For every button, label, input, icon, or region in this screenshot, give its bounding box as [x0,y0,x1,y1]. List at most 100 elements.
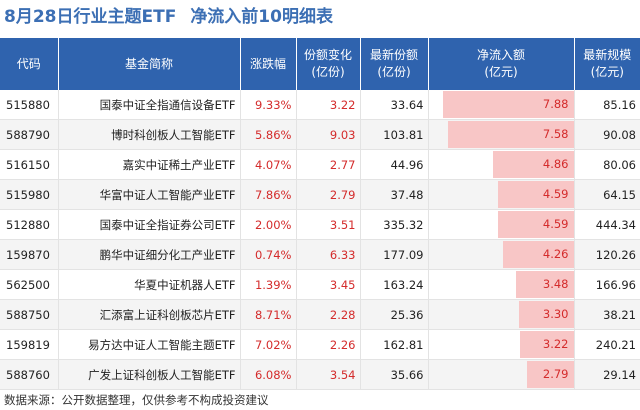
fund-code-cell: 515880 [0,90,59,120]
share-change-cell: 2.79 [296,179,361,210]
change-pct-cell: 1.39% [240,269,297,300]
net-inflow-cell: 4.59 [428,209,575,240]
change-pct-cell: 0.74% [240,239,297,270]
net-inflow-cell: 4.59 [428,179,575,210]
net-inflow-cell: 4.86 [428,149,575,180]
latest-shares-cell: 335.32 [360,209,429,240]
latest-shares-cell: 163.24 [360,269,429,300]
share-change-cell: 6.33 [296,239,361,270]
title-subject-part: 净流入前10明细表 [190,7,333,27]
latest-scale-cell: 64.15 [574,179,640,210]
share-change-cell: 3.54 [296,359,361,390]
net-inflow-cell: 2.79 [428,359,575,390]
net-inflow-value: 3.22 [542,337,569,351]
latest-shares-cell: 35.66 [360,359,429,390]
change-pct-cell: 4.07% [240,149,297,180]
table-row[interactable]: 515980 华富中证人工智能产业ETF 7.86% 2.79 37.48 4.59 64.… [0,179,640,210]
fund-name-cell: 嘉实中证稀土产业ETF [58,149,241,180]
fund-code-cell: 588750 [0,299,59,330]
fund-name-cell: 华夏中证机器人ETF [58,269,241,300]
title-date-part: 8月28日行业主题ETF [4,7,177,27]
latest-scale-cell: 120.26 [574,239,640,270]
fund-name-cell: 国泰中证全指通信设备ETF [58,90,241,120]
table-row[interactable]: 159870 鹏华中证细分化工产业ETF 0.74% 6.33 177.09 4.26 12… [0,239,640,270]
share-change-cell: 2.26 [296,329,361,360]
table-row[interactable]: 516150 嘉实中证稀土产业ETF 4.07% 2.77 44.96 4.86 80.06 [0,149,640,180]
net-inflow-cell: 7.58 [428,119,575,150]
fund-name-cell: 汇添富上证科创板芯片ETF [58,299,241,330]
header-fund-name[interactable]: 基金简称 [58,38,241,90]
fund-name-cell: 广发上证科创板人工智能ETF [58,359,241,390]
net-inflow-bar [520,331,573,358]
share-change-cell: 3.22 [296,90,361,120]
change-pct-cell: 7.02% [240,329,297,360]
latest-shares-cell: 25.36 [360,299,429,330]
change-pct-cell: 2.00% [240,209,297,240]
latest-scale-cell: 444.34 [574,209,640,240]
net-inflow-value: 4.59 [542,187,569,201]
change-pct-cell: 9.33% [240,90,297,120]
header-change-pct[interactable]: 涨跌幅 [240,38,297,90]
net-inflow-value: 4.86 [542,157,569,171]
net-inflow-cell: 3.48 [428,269,575,300]
fund-name-cell: 鹏华中证细分化工产业ETF [58,239,241,270]
fund-code-cell: 588760 [0,359,59,390]
latest-scale-cell: 240.21 [574,329,640,360]
change-pct-cell: 8.71% [240,299,297,330]
table-row[interactable]: 515880 国泰中证全指通信设备ETF 9.33% 3.22 33.64 7.88 85.… [0,90,640,120]
fund-code-cell: 159870 [0,239,59,270]
latest-shares-cell: 162.81 [360,329,429,360]
net-inflow-cell: 4.26 [428,239,575,270]
net-inflow-bar [497,181,573,208]
share-change-cell: 9.03 [296,119,361,150]
table-row[interactable]: 512880 国泰中证全指证券公司ETF 2.00% 3.51 335.32 4.59 44… [0,209,640,240]
header-latest-shares[interactable]: 最新份额 (亿份) [360,38,429,90]
net-inflow-value: 4.59 [542,217,569,231]
net-inflow-bar [527,361,573,388]
net-inflow-value: 7.58 [542,127,569,141]
table-row[interactable]: 588760 广发上证科创板人工智能ETF 6.08% 3.54 35.66 2.79 29… [0,359,640,390]
net-inflow-bar [443,91,573,118]
fund-name-cell: 华富中证人工智能产业ETF [58,179,241,210]
fund-code-cell: 159819 [0,329,59,360]
table-row[interactable]: 562500 华夏中证机器人ETF 1.39% 3.45 163.24 3.48 166.9… [0,269,640,300]
table-row[interactable]: 588790 博时科创板人工智能ETF 5.86% 9.03 103.81 7.58 90.… [0,119,640,150]
net-inflow-bar [447,121,573,148]
latest-scale-cell: 85.16 [574,90,640,120]
header-code[interactable]: 代码 [0,38,59,90]
latest-shares-cell: 37.48 [360,179,429,210]
fund-code-cell: 512880 [0,209,59,240]
table-header-row: 代码 基金简称 涨跌幅 份额变化 (亿份) 最新份额 (亿份) 净流入额 (亿元) 最… [0,38,640,90]
etf-inflow-table: 代码 基金简称 涨跌幅 份额变化 (亿份) 最新份额 (亿份) 净流入额 (亿元) 最… [0,38,640,390]
change-pct-cell: 5.86% [240,119,297,150]
table-row[interactable]: 588750 汇添富上证科创板芯片ETF 8.71% 2.28 25.36 3.30 38.… [0,299,640,330]
net-inflow-value: 3.30 [542,307,569,321]
latest-scale-cell: 38.21 [574,299,640,330]
change-pct-cell: 7.86% [240,179,297,210]
fund-code-cell: 562500 [0,269,59,300]
net-inflow-bar [518,301,573,328]
fund-code-cell: 515980 [0,179,59,210]
net-inflow-cell: 3.30 [428,299,575,330]
table-row[interactable]: 159819 易方达中证人工智能主题ETF 7.02% 2.26 162.81 3.22 2… [0,329,640,360]
net-inflow-value: 3.48 [542,277,569,291]
net-inflow-value: 2.79 [542,367,569,381]
share-change-cell: 3.45 [296,269,361,300]
share-change-cell: 3.51 [296,209,361,240]
header-latest-scale[interactable]: 最新规模 (亿元) [574,38,640,90]
latest-scale-cell: 29.14 [574,359,640,390]
share-change-cell: 2.28 [296,299,361,330]
latest-shares-cell: 33.64 [360,90,429,120]
net-inflow-cell: 7.88 [428,90,575,120]
net-inflow-bar [502,241,573,268]
share-change-cell: 2.77 [296,149,361,180]
fund-name-cell: 博时科创板人工智能ETF [58,119,241,150]
header-net-inflow[interactable]: 净流入额 (亿元) [428,38,575,90]
latest-scale-cell: 80.06 [574,149,640,180]
net-inflow-cell: 3.22 [428,329,575,360]
header-share-change[interactable]: 份额变化 (亿份) [296,38,361,90]
latest-scale-cell: 166.96 [574,269,640,300]
fund-code-cell: 588790 [0,119,59,150]
fund-name-cell: 易方达中证人工智能主题ETF [58,329,241,360]
page-title: 8月28日行业主题ETF 净流入前10明细表 [4,4,333,30]
